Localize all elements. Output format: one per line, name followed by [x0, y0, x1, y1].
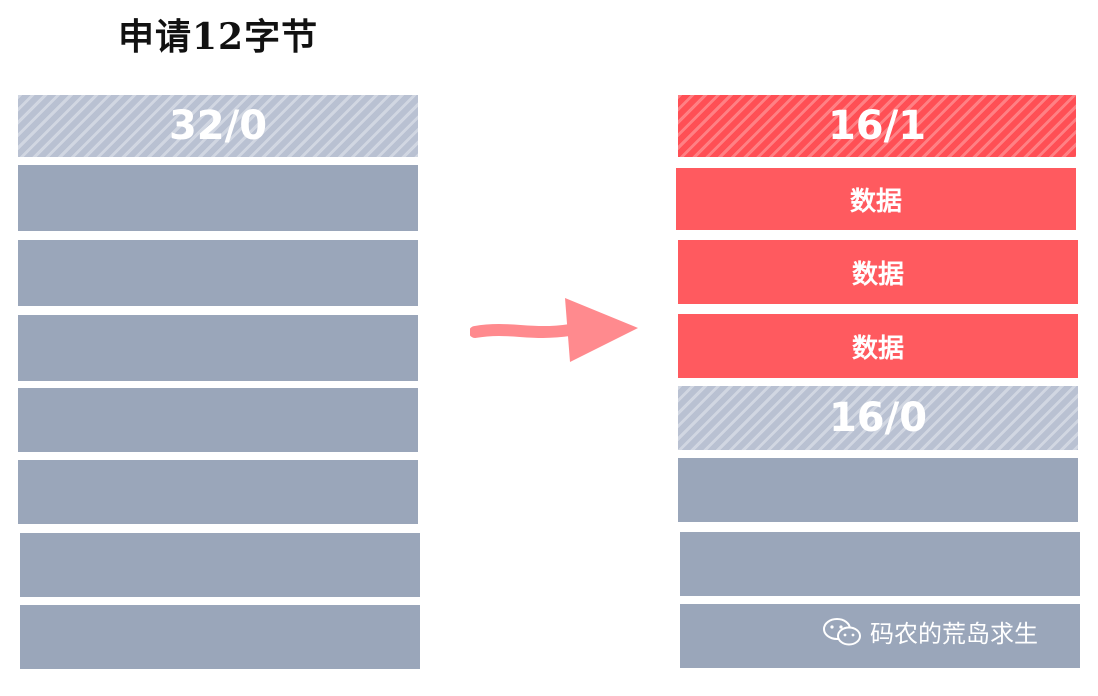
- right-block: [678, 458, 1078, 522]
- right-block: [680, 604, 1080, 668]
- left-block: [20, 605, 420, 669]
- right-free-header-block: 16/0: [678, 386, 1078, 450]
- watermark: 码农的荒岛求生: [822, 614, 1038, 649]
- data-label: 数据: [851, 333, 904, 364]
- data-block: 数据: [678, 240, 1078, 304]
- left-header-block: 32/0: [18, 95, 418, 157]
- left-block: [18, 165, 418, 231]
- left-header-label: 32/0: [168, 103, 268, 149]
- right-arrow-icon: [470, 298, 638, 362]
- right-block: [680, 532, 1080, 596]
- left-block: [18, 460, 418, 524]
- left-block: [18, 240, 418, 306]
- data-block: 数据: [676, 168, 1076, 230]
- data-label: 数据: [851, 259, 904, 290]
- right-allocated-header-label: 16/1: [827, 103, 927, 149]
- data-label: 数据: [849, 186, 902, 217]
- left-block: [18, 388, 418, 452]
- left-block: [18, 315, 418, 381]
- right-allocated-header-block: 16/1: [678, 95, 1076, 157]
- right-free-header-label: 16/0: [828, 395, 928, 441]
- wechat-icon: [823, 617, 861, 645]
- watermark-text: 码农的荒岛求生: [870, 620, 1038, 648]
- diagram-title: 申请12字节: [118, 16, 319, 58]
- data-block: 数据: [678, 314, 1078, 378]
- left-block: [20, 533, 420, 597]
